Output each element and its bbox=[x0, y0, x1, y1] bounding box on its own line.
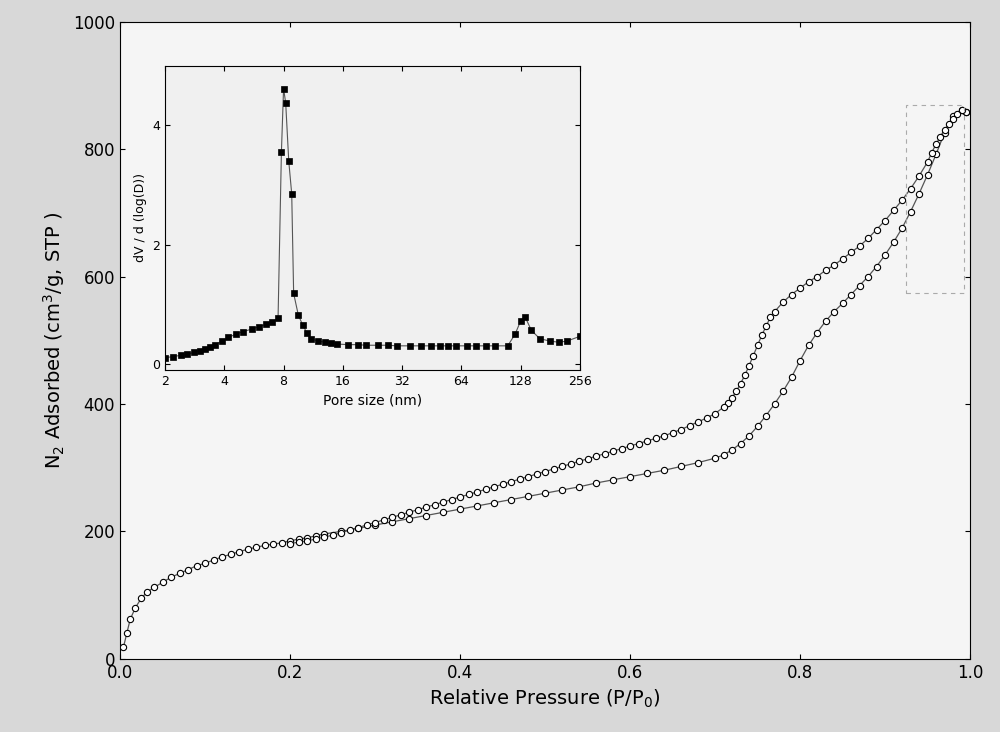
X-axis label: Relative Pressure (P/P$_0$): Relative Pressure (P/P$_0$) bbox=[429, 687, 661, 709]
X-axis label: Pore size (nm): Pore size (nm) bbox=[323, 393, 422, 407]
Bar bbox=[906, 105, 964, 293]
Y-axis label: N$_2$ Adsorbed (cm$^3$/g, STP ): N$_2$ Adsorbed (cm$^3$/g, STP ) bbox=[42, 212, 67, 469]
Y-axis label: dV / d (log(D)): dV / d (log(D)) bbox=[134, 173, 147, 262]
